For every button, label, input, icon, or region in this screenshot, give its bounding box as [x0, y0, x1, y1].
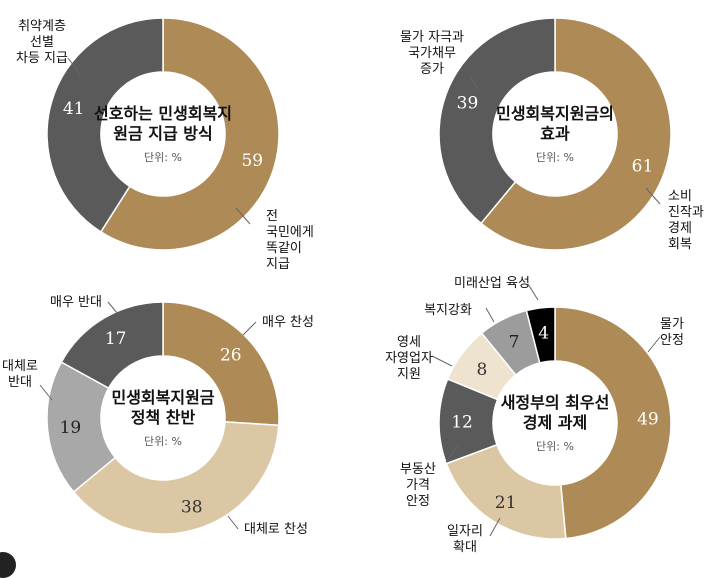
- chart-title: 민생회복지원금 정책 찬반: [111, 388, 214, 427]
- leader-line: [527, 283, 539, 301]
- donut-slice: [60, 301, 164, 390]
- slice-value-label: 17: [105, 329, 127, 349]
- leader-line: [489, 517, 501, 537]
- unit-label: 단위: %: [144, 151, 182, 164]
- slice-category-label: 전 국민에게 똑같이 지급: [266, 209, 314, 272]
- leader-line: [645, 187, 661, 205]
- donut-slice: [480, 17, 672, 251]
- leader-line: [39, 384, 53, 401]
- slice-value-label: 39: [457, 93, 479, 113]
- leader-line: [485, 307, 495, 323]
- slice-value-label: 61: [632, 157, 654, 177]
- leader-line: [235, 207, 251, 225]
- chart-title: 선호하는 민생회복지 원금 지급 방식: [94, 104, 232, 143]
- slice-value-label: 8: [476, 360, 487, 380]
- slice-category-label: 복지강화: [424, 303, 472, 318]
- slice-value-label: 19: [60, 418, 82, 438]
- slice-category-label: 물가 안정: [660, 317, 684, 348]
- slice-category-label: 미래산업 육성: [454, 276, 530, 291]
- slice-value-label: 7: [509, 333, 520, 353]
- leader-line: [469, 75, 479, 91]
- leader-line: [242, 321, 257, 336]
- slice-category-label: 물가 자극과 국가채무 증가: [400, 30, 464, 77]
- donut-slice: [438, 17, 556, 225]
- donut-slice: [46, 17, 164, 233]
- unit-label: 단위: %: [144, 435, 182, 448]
- slice-value-label: 26: [220, 345, 242, 365]
- slice-category-label: 매우 찬성: [262, 315, 314, 330]
- slice-category-label: 대체로 반대: [2, 359, 38, 390]
- leader-line: [445, 445, 459, 463]
- chart-title: 민생회복지원금의 효과: [496, 104, 614, 143]
- donut-slice: [525, 306, 556, 364]
- slice-value-label: 59: [241, 151, 263, 171]
- slice-value-label: 21: [495, 493, 517, 513]
- slice-value-label: 38: [181, 497, 203, 517]
- donut-slice: [72, 421, 280, 535]
- leader-line: [107, 301, 119, 315]
- slice-category-label: 일자리 확대: [447, 524, 483, 555]
- slice-value-label: 12: [451, 413, 473, 433]
- leader-line: [67, 57, 81, 75]
- donut-slice: [554, 306, 672, 540]
- slice-category-label: 취약계층 선별 차등 지급: [16, 19, 68, 66]
- slice-category-label: 부동산 가격 안정: [400, 462, 436, 509]
- leader-line: [431, 355, 453, 367]
- unit-label: 단위: %: [536, 151, 574, 164]
- chart-title: 새정부의 최우선 경제 과제: [501, 393, 610, 432]
- donut-slice: [99, 17, 280, 251]
- slice-value-label: 41: [63, 99, 85, 119]
- slice-value-label: 4: [538, 324, 549, 344]
- slice-category-label: 대체로 찬성: [244, 522, 308, 537]
- slice-category-label: 영세 자영업자 지원: [385, 335, 433, 382]
- leader-line: [647, 336, 661, 353]
- donut-chart-4: 49 물가 안정 21 일자리 확대 12 부동산 가격 안정 8 영세 자영업자 지원 7 복지강화 4 미래산…: [385, 276, 684, 555]
- leader-line: [227, 515, 239, 530]
- slice-category-label: 매우 반대: [50, 295, 102, 310]
- unit-label: 단위: %: [536, 440, 574, 453]
- slice-category-label: 소비 진작과 경제 회복: [668, 189, 704, 252]
- donut-slice: [162, 301, 280, 427]
- slice-value-label: 49: [637, 410, 659, 430]
